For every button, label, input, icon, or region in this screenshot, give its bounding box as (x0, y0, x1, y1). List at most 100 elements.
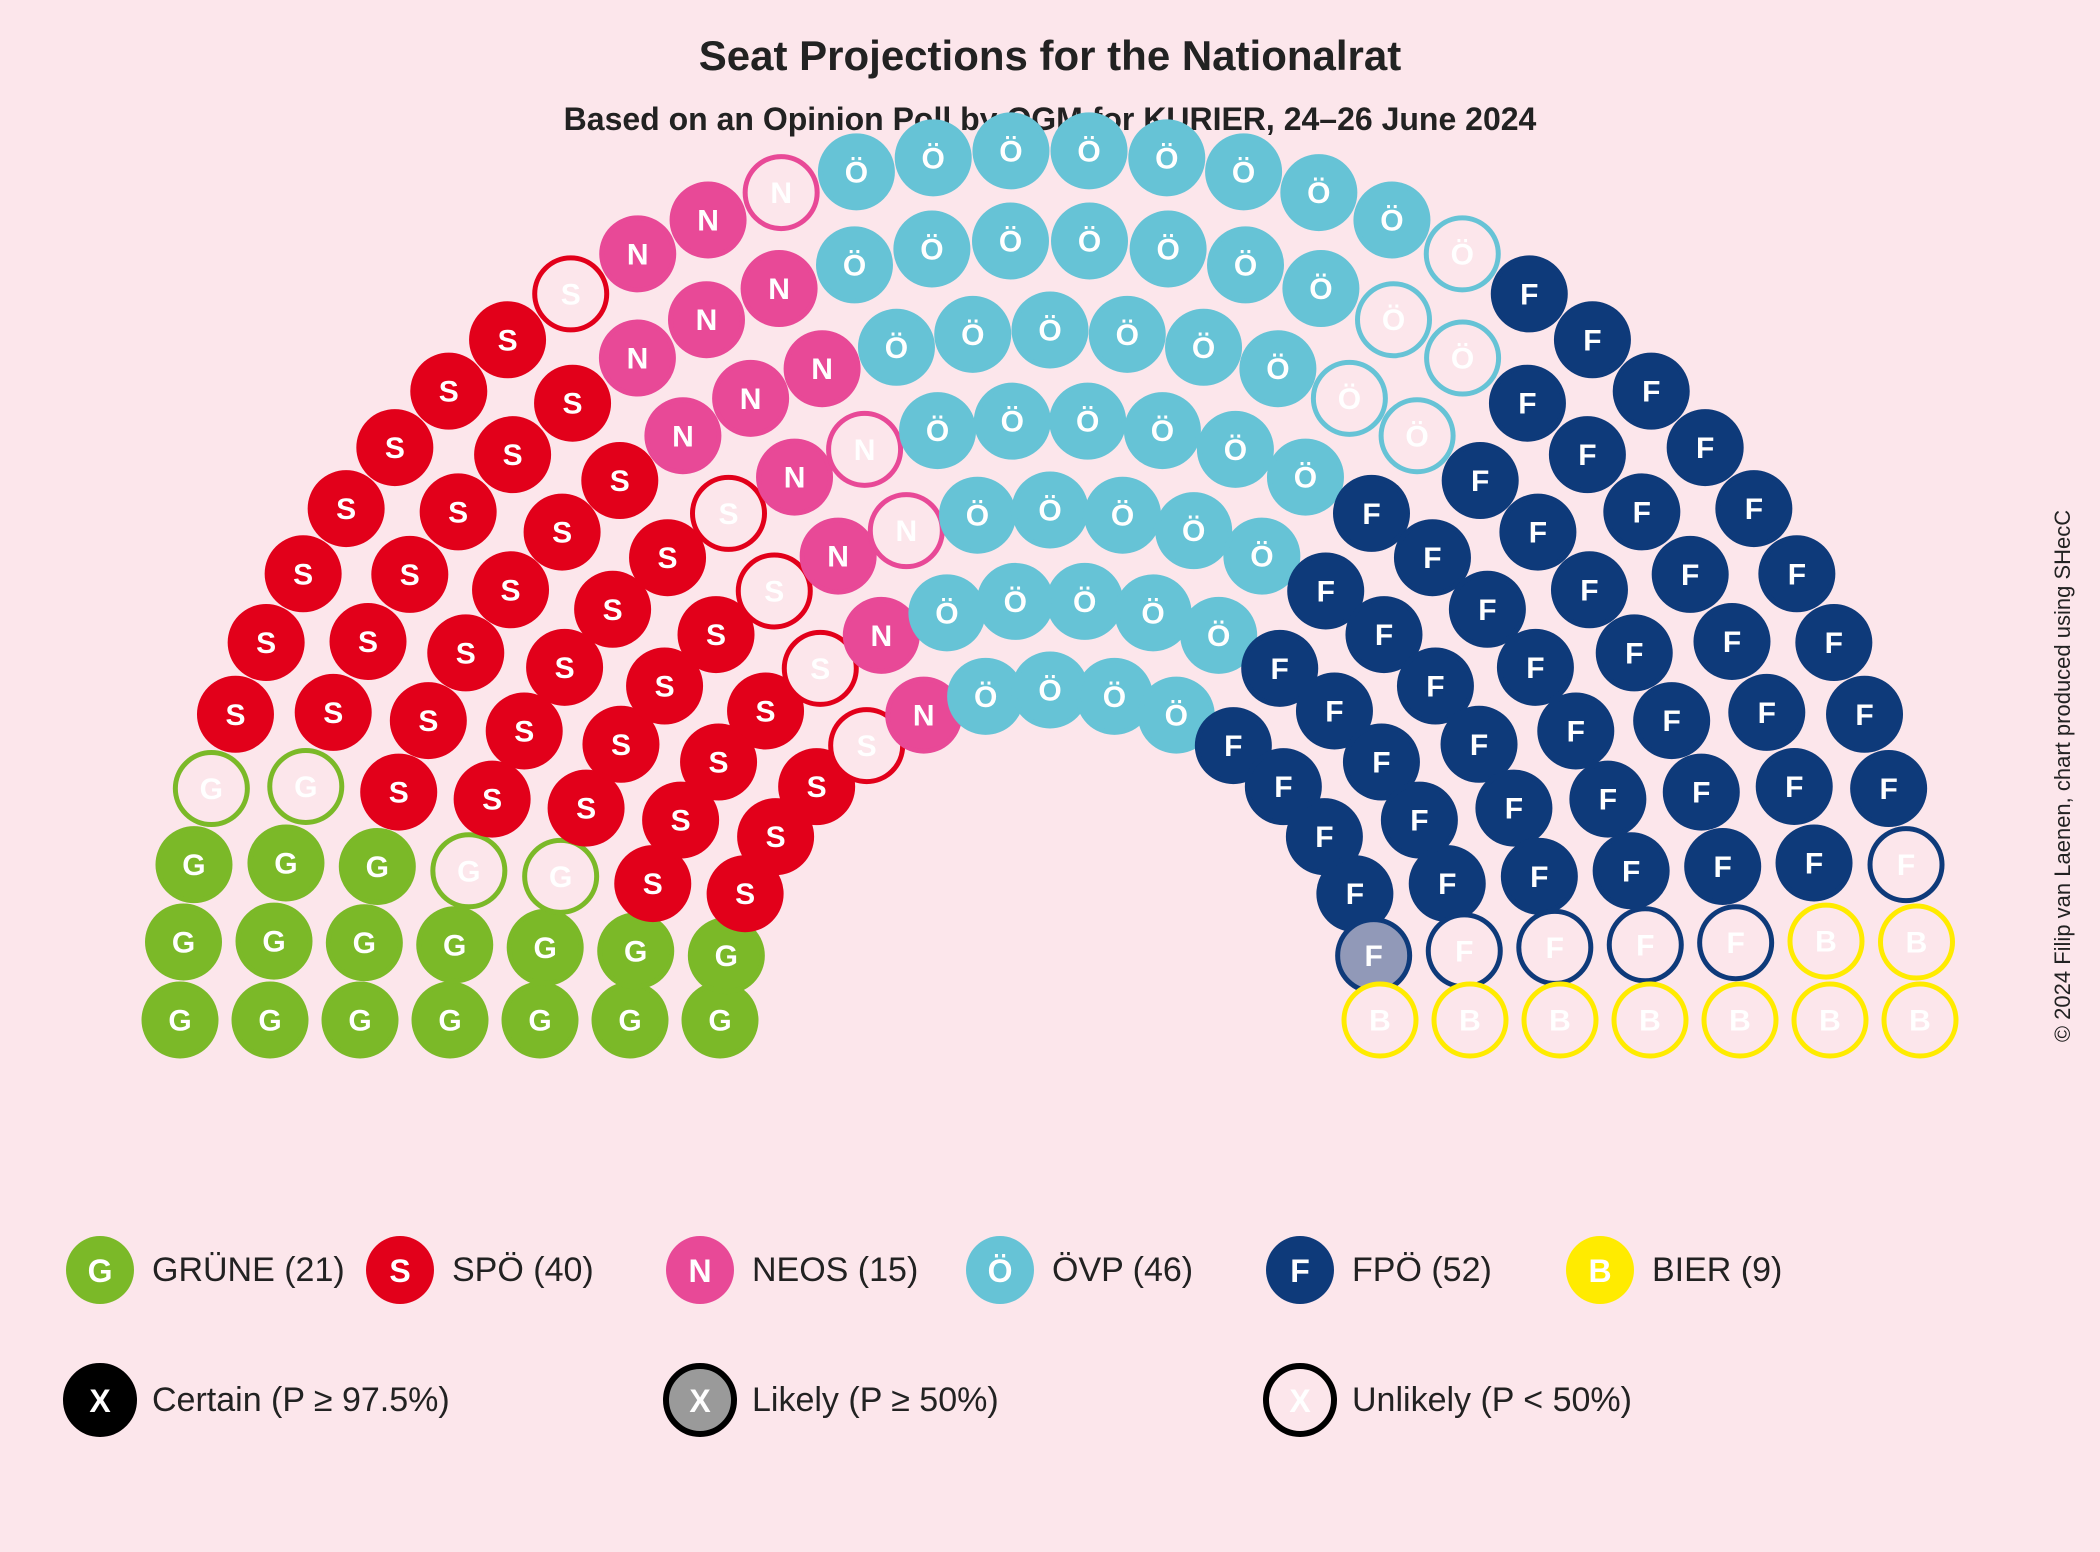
seat-S: S (310, 473, 382, 545)
seat-letter: G (182, 849, 205, 882)
seat-F: F (1493, 258, 1565, 330)
seat-letter: F (1520, 278, 1538, 311)
seat-S: S (374, 538, 446, 610)
seat-letter: Ö (1380, 205, 1403, 238)
seat-F: F (1502, 496, 1574, 568)
seat-F: F (1687, 830, 1759, 902)
seat-letter: Ö (974, 681, 997, 714)
seat-letter: G (294, 771, 317, 804)
seat-N: N (647, 400, 719, 472)
seat-letter: S (225, 699, 245, 732)
seat-S: S (422, 476, 494, 548)
seat-letter: Ö (1038, 495, 1061, 528)
seat-F: F (1595, 835, 1667, 907)
seat-letter: G (168, 1005, 191, 1038)
seat-S: S (430, 617, 502, 689)
seat-letter: F (1692, 777, 1710, 810)
seat-letter: Ö (966, 500, 989, 533)
seat-letter: N (784, 462, 806, 495)
legend-swatch-letter: Ö (988, 1253, 1013, 1289)
seat-letter: S (576, 793, 596, 826)
legend-swatch-letter: N (688, 1253, 711, 1289)
seat-letter: S (439, 376, 459, 409)
legend-conf-letter: X (1289, 1383, 1311, 1419)
seat-S: S (550, 772, 622, 844)
seat-letter: F (1636, 929, 1654, 962)
seat-F: F (1553, 554, 1625, 626)
seat-O: Ö (1358, 284, 1430, 356)
seat-letter: F (1315, 821, 1333, 854)
seat-O: Ö (1014, 654, 1086, 726)
seat-letter: F (1599, 784, 1617, 817)
seat-letter: Ö (1038, 315, 1061, 348)
seat-letter: F (1642, 376, 1660, 409)
seat-B: B (1614, 984, 1686, 1056)
seat-letter: F (1423, 542, 1441, 575)
seat-letter: F (1410, 805, 1428, 838)
seat-F: F (1870, 829, 1942, 901)
seat-letter: F (1788, 558, 1806, 591)
seat-S: S (363, 756, 435, 828)
seat-letter: S (718, 498, 738, 531)
seat-letter: B (1639, 1005, 1661, 1038)
legend-conf-label: Certain (P ≥ 97.5%) (152, 1381, 450, 1419)
seat-letter: F (1518, 388, 1536, 421)
seat-G: G (419, 909, 491, 981)
seat-letter: N (672, 420, 694, 453)
seat-S: S (456, 763, 528, 835)
seat-G: G (144, 984, 216, 1056)
seat-letter: S (764, 575, 784, 608)
seat-letter: Ö (961, 319, 984, 352)
seat-letter: S (552, 517, 572, 550)
seat-F: F (1540, 695, 1612, 767)
seat-G: G (158, 829, 230, 901)
seat-O: Ö (1091, 298, 1163, 370)
seat-O: Ö (941, 479, 1013, 551)
seat-F: F (1396, 522, 1468, 594)
seat-letter: N (827, 541, 849, 574)
seat-letter: F (1879, 773, 1897, 806)
seat-O: Ö (1132, 213, 1204, 285)
seat-O: Ö (1014, 474, 1086, 546)
seat-S: S (537, 367, 609, 439)
seat-letter: S (611, 729, 631, 762)
seat-N: N (602, 218, 674, 290)
chart-title: Seat Projections for the Nationalrat (699, 32, 1401, 79)
seat-letter: Ö (1405, 420, 1428, 453)
seat-O: Ö (1208, 136, 1280, 208)
seat-letter: S (418, 705, 438, 738)
seat-letter: S (482, 784, 502, 817)
seat-letter: G (457, 855, 480, 888)
seat-letter: Ö (1224, 434, 1247, 467)
seat-letter: Ö (1103, 681, 1126, 714)
seat-letter: Ö (1116, 319, 1139, 352)
seat-F: F (1669, 412, 1741, 484)
seat-S: S (472, 304, 544, 376)
seat-letter: S (563, 388, 583, 421)
seat-letter: G (348, 1005, 371, 1038)
seat-letter: Ö (1077, 135, 1100, 168)
legend-party-label: ÖVP (46) (1052, 1251, 1193, 1289)
seat-letter: B (1815, 926, 1837, 959)
seat-letter: G (262, 926, 285, 959)
seat-F: F (1572, 763, 1644, 835)
seat-S: S (535, 258, 607, 330)
seat-F: F (1338, 920, 1410, 992)
seat-letter: S (658, 542, 678, 575)
seat-letter: Ö (1004, 586, 1027, 619)
seat-O: Ö (860, 311, 932, 383)
seat-F: F (1636, 685, 1708, 757)
seat-letter: Ö (1001, 406, 1024, 439)
seat-S: S (632, 522, 704, 594)
legend-conf-label: Likely (P ≥ 50%) (752, 1381, 999, 1419)
seat-letter: F (1375, 619, 1393, 652)
seat-F: F (1700, 907, 1772, 979)
seat-F: F (1444, 445, 1516, 517)
seat-F: F (1654, 538, 1726, 610)
seat-G: G (270, 750, 342, 822)
seat-letter: F (1726, 927, 1744, 960)
seat-F: F (1731, 676, 1803, 748)
seat-letter: S (336, 493, 356, 526)
seat-letter: F (1346, 878, 1364, 911)
seat-F: F (1551, 419, 1623, 491)
